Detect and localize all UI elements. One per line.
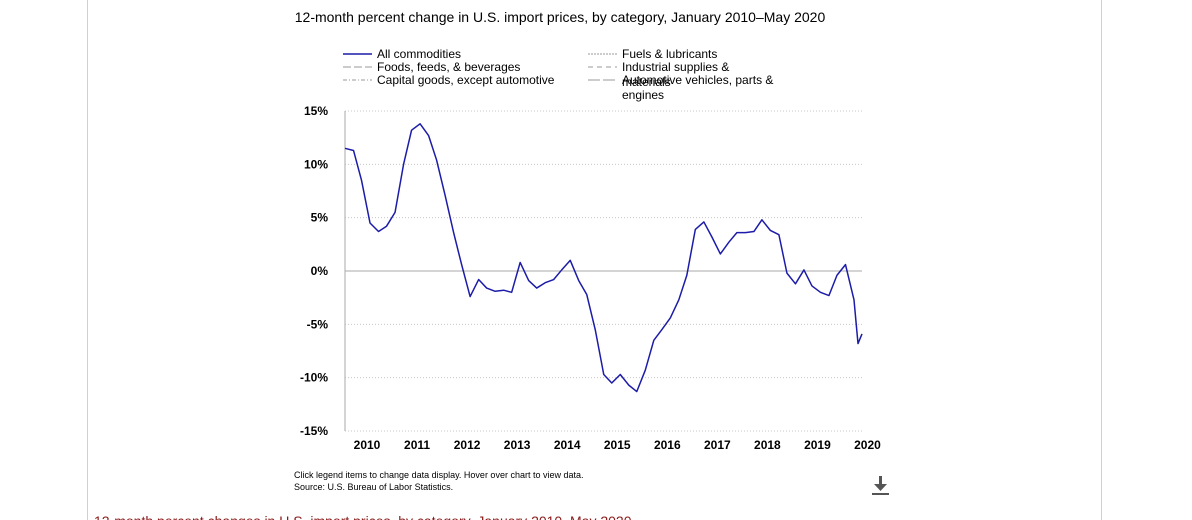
chart-title: 12-month percent change in U.S. import p… <box>295 9 826 25</box>
x-tick-label: 2018 <box>754 438 781 452</box>
download-icon <box>879 476 882 485</box>
y-tick-label: 5% <box>311 211 329 225</box>
y-tick-label: 15% <box>304 104 328 118</box>
x-tick-label: 2016 <box>654 438 681 452</box>
legend-label[interactable]: Automotive vehicles, parts & engines <box>622 73 773 102</box>
y-tick-label: -15% <box>300 424 328 438</box>
section-heading: 12-month percent changes in U.S. import … <box>94 513 632 520</box>
legend-label-line: materials <box>622 75 671 89</box>
x-tick-label: 2017 <box>704 438 731 452</box>
download-icon <box>874 484 887 491</box>
x-tick-label: 2015 <box>604 438 631 452</box>
legend-label[interactable]: Capital goods, except automotive <box>377 73 555 87</box>
legend-label-line: Industrial supplies & <box>622 60 729 74</box>
legend-label-line: Automotive vehicles, parts & <box>622 73 773 87</box>
y-tick-label: -5% <box>307 317 329 331</box>
x-tick-label: 2011 <box>404 438 430 452</box>
y-tick-label: 0% <box>311 264 329 278</box>
x-tick-label: 2014 <box>554 438 581 452</box>
legend-label[interactable]: Industrial supplies & materials <box>622 60 729 89</box>
legend-label-line: engines <box>622 88 664 102</box>
download-button[interactable] <box>872 476 889 495</box>
series-line <box>344 123 863 393</box>
download-icon <box>872 493 889 495</box>
note: Click legend items to change data displa… <box>294 470 583 480</box>
legend-label[interactable]: All commodities <box>377 47 461 61</box>
x-tick-label: 2012 <box>454 438 481 452</box>
y-tick-label: -10% <box>300 371 328 385</box>
x-tick-label: 2010 <box>354 438 381 452</box>
x-tick-label: 2020 <box>854 438 881 452</box>
legend-label[interactable]: Fuels & lubricants <box>622 47 717 61</box>
legend-label[interactable]: Foods, feeds, & beverages <box>377 60 520 74</box>
y-tick-label: 10% <box>304 157 328 171</box>
x-tick-label: 2019 <box>804 438 831 452</box>
note: Source: U.S. Bureau of Labor Statistics. <box>294 482 453 492</box>
x-tick-label: 2013 <box>504 438 531 452</box>
